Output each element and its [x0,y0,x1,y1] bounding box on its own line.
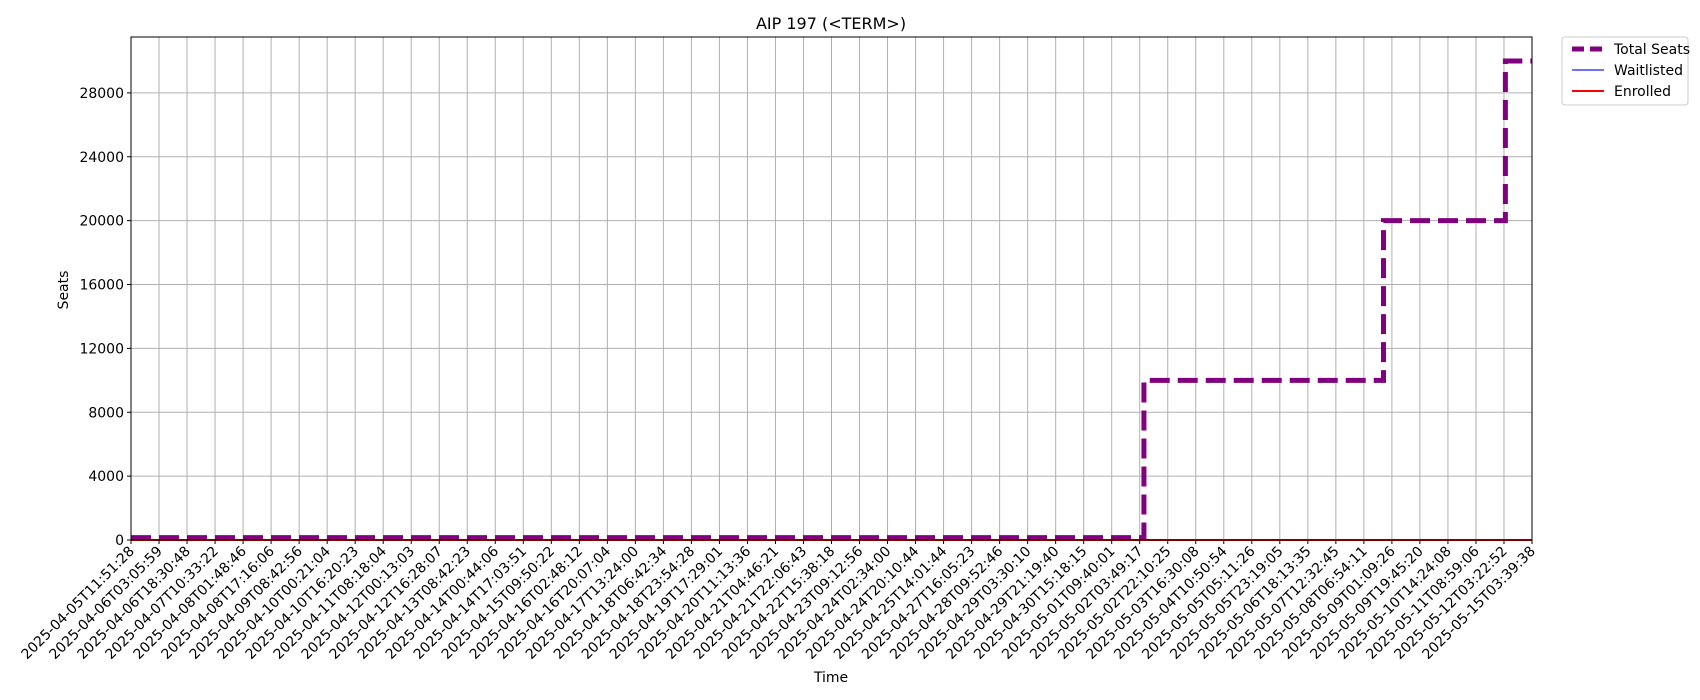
y-tick-label: 8000 [88,405,124,421]
y-axis: 0 4000 8000 12000 16000 20000 24000 28000 [79,86,131,549]
y-tick-label: 20000 [79,214,124,230]
y-tick-label: 0 [115,533,124,549]
y-axis-label: Seats [56,271,72,310]
legend-label: Enrolled [1614,84,1671,100]
legend: Total Seats Waitlisted Enrolled [1561,36,1690,106]
y-tick-label: 24000 [79,150,124,166]
x-axis: 2025-04-05T11:51:282025-04-06T03:05:5920… [18,540,1539,663]
legend-box [1561,36,1689,106]
legend-label: Waitlisted [1614,63,1683,79]
y-tick-label: 28000 [79,86,124,102]
series-line-total-seats [131,58,1532,541]
chart-title: AIP 197 (<TERM>) [756,14,906,33]
y-tick-label: 12000 [79,341,124,357]
x-axis-label: Time [813,670,848,686]
y-tick-label: 4000 [88,469,124,485]
legend-label: Total Seats [1613,42,1690,58]
grid [130,37,1533,541]
y-tick-label: 16000 [79,278,124,294]
